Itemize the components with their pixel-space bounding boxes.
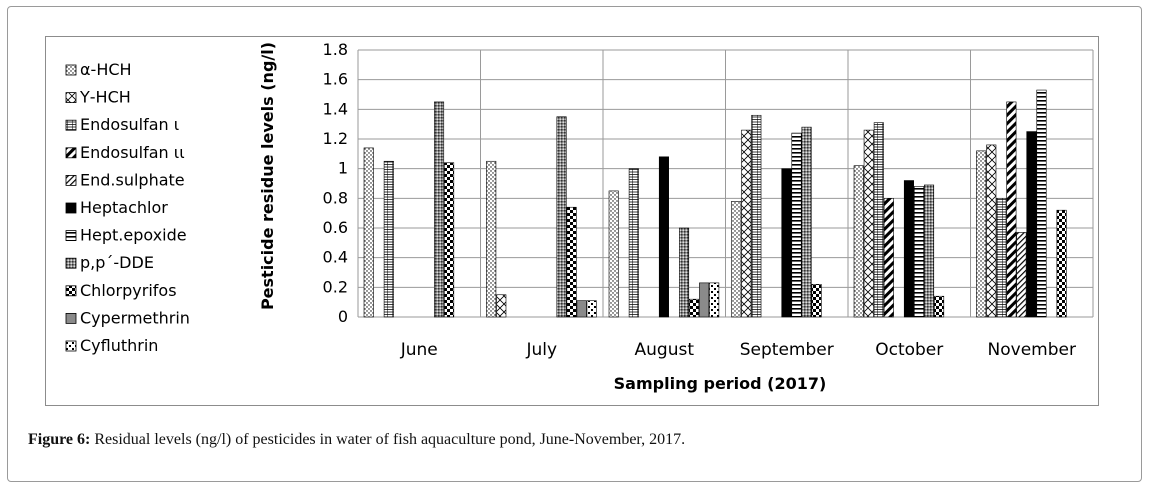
x-tick-label: July (525, 340, 557, 360)
bar (741, 129, 752, 318)
caption-label: Figure 6: (28, 431, 91, 448)
bar (791, 132, 802, 318)
legend-label: Endosulfan ιι (80, 143, 185, 162)
x-axis-label: Sampling period (2017) (614, 374, 827, 393)
bar (1006, 101, 1017, 318)
bar (566, 206, 577, 318)
bar (689, 298, 700, 318)
legend-label: Cyfluthrin (80, 336, 158, 355)
legend-swatch (65, 340, 77, 352)
bar (486, 160, 497, 318)
bar (863, 129, 874, 318)
y-tick-label: 0 (338, 307, 348, 326)
y-tick-label: 1.2 (323, 129, 348, 148)
bar (383, 160, 394, 318)
bar (934, 295, 945, 318)
figure-frame (7, 6, 1142, 482)
legend-swatch (65, 92, 77, 103)
x-tick-label: June (400, 340, 438, 360)
legend-label: Hept.epoxide (80, 226, 187, 245)
bar (709, 282, 720, 318)
legend-swatch (65, 257, 77, 269)
y-tick-label: 1.6 (323, 70, 348, 89)
y-tick-label: 1.8 (323, 40, 348, 59)
bar (699, 282, 710, 318)
bar (883, 198, 894, 318)
bar (496, 294, 507, 318)
caption-text: Residual levels (ng/l) of pesticides in … (90, 431, 686, 448)
y-tick-label: 1.4 (323, 99, 348, 118)
bar (679, 227, 690, 318)
bar (873, 122, 884, 318)
bar (853, 165, 864, 318)
y-axis-label: Pesticide residue levels (ng/l) (258, 42, 277, 310)
bar (556, 116, 567, 318)
bar (913, 186, 925, 318)
bar (801, 126, 812, 318)
bar (1026, 131, 1037, 318)
bar (1016, 232, 1027, 318)
bar (576, 300, 587, 318)
x-tick-label: August (635, 340, 695, 360)
legend-label: Heptachlor (80, 198, 168, 217)
y-tick-label: 0.2 (323, 277, 348, 296)
legend-swatch (65, 230, 77, 242)
bar (986, 144, 997, 318)
legend-swatch (65, 119, 77, 131)
bar (781, 168, 792, 318)
bar (751, 114, 762, 318)
legend-label: Chlorpyrifos (80, 281, 177, 300)
figure-caption: Figure 6: Residual levels (ng/l) of pest… (28, 431, 685, 449)
bar (363, 147, 374, 318)
legend-label: α-HCH (80, 60, 132, 79)
x-tick-label: November (988, 340, 1076, 360)
legend-label: Υ-HCH (79, 88, 131, 107)
bar (976, 150, 987, 318)
bar (1036, 89, 1047, 318)
legend-swatch (65, 285, 77, 297)
y-tick-label: 0.8 (323, 188, 348, 207)
legend-swatch (65, 312, 77, 324)
legend-label: Endosulfan ι (80, 115, 179, 134)
bar (608, 190, 619, 318)
legend-label: Cypermethrin (80, 308, 190, 327)
legend-swatch (65, 64, 77, 76)
y-tick-label: 0.4 (323, 248, 348, 267)
bar (586, 300, 597, 318)
bar (903, 180, 914, 318)
bar (731, 201, 742, 318)
bar (658, 156, 669, 318)
bar (434, 101, 445, 318)
chart-border (45, 36, 1099, 406)
y-tick-label: 1 (338, 159, 348, 178)
bar (996, 198, 1007, 318)
y-tick-label: 0.6 (323, 218, 348, 237)
bar (924, 184, 935, 318)
x-tick-label: October (875, 340, 943, 360)
bar (811, 284, 822, 318)
bar (444, 162, 455, 318)
bar (628, 168, 639, 318)
legend-swatch (65, 174, 77, 186)
bar-chart: 0 0.2 0.4 0.6 0.8 1 1.2 1.4 1.6 1.8 June July Augus… (65, 40, 1094, 393)
legend-swatch (65, 147, 77, 159)
bar (1056, 209, 1067, 318)
x-tick-label: September (740, 340, 834, 360)
legend-label: End.sulphate (80, 170, 185, 189)
legend-label: p,p´-DDE (80, 253, 154, 272)
legend-swatch (65, 202, 77, 214)
